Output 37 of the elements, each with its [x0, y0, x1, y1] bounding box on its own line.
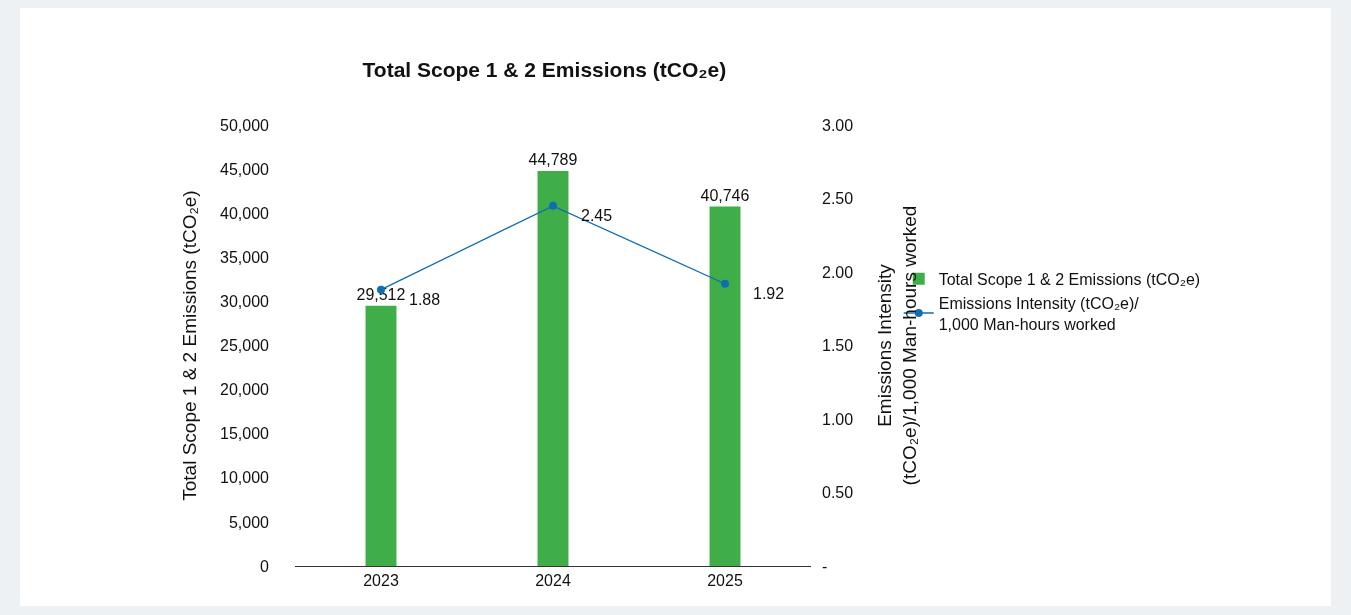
x-tick-label: 2024 — [535, 572, 571, 590]
legend-label: Emissions Intensity (tCO₂e)/ 1,000 Man-hours worked — [938, 294, 1140, 333]
y2-tick-label: - — [822, 557, 828, 575]
y-tick-label: 10,000 — [220, 469, 270, 487]
bar — [709, 206, 741, 566]
data-label: 44,789 — [528, 150, 578, 168]
y2-tick-label: 1.00 — [822, 410, 854, 428]
y-tick-label: 0 — [260, 557, 270, 575]
y-tick-label: 30,000 — [220, 293, 270, 310]
legend-label: Total Scope 1 & 2 Emissions (tCO₂e) — [938, 271, 1201, 289]
y-tick-label: 15,000 — [220, 425, 270, 443]
x-tick-label: 2023 — [363, 572, 399, 590]
y2-tick-label: 0.50 — [822, 484, 854, 502]
data-label: 29,512 — [356, 285, 406, 303]
y2-tick-label: 1.50 — [822, 337, 854, 355]
data-label: 2.45 — [581, 207, 613, 224]
y-tick-label: 35,000 — [220, 248, 270, 266]
point — [549, 201, 557, 210]
data-label: 1.88 — [409, 291, 441, 308]
y2-tick-label: 2.00 — [822, 263, 854, 281]
y-tick-label: 45,000 — [220, 160, 270, 178]
point — [721, 279, 729, 288]
y2-tick-label: 2.50 — [822, 190, 854, 208]
bar — [537, 170, 569, 566]
data-label: 1.92 — [753, 285, 785, 302]
y-tick-label: 25,000 — [220, 337, 270, 355]
x-tick-label: 2025 — [707, 572, 743, 590]
chart-title: Total Scope 1 & 2 Emissions (tCO₂e) — [362, 57, 727, 81]
y-tick-label: 40,000 — [220, 204, 270, 222]
data-label: 40,746 — [700, 186, 750, 204]
y-axis-title: Total Scope 1 & 2 Emissions (tCO₂e) — [178, 190, 200, 501]
y2-axis-title: Emissions Intensity (tCO₂e)/1,000 Man-hours worked — [874, 205, 920, 486]
y-tick-label: 5,000 — [228, 513, 270, 531]
y-tick-label: 50,000 — [220, 116, 270, 134]
y2-tick-label: 3.00 — [822, 116, 854, 134]
bar — [365, 305, 397, 566]
y-tick-label: 20,000 — [220, 381, 270, 399]
